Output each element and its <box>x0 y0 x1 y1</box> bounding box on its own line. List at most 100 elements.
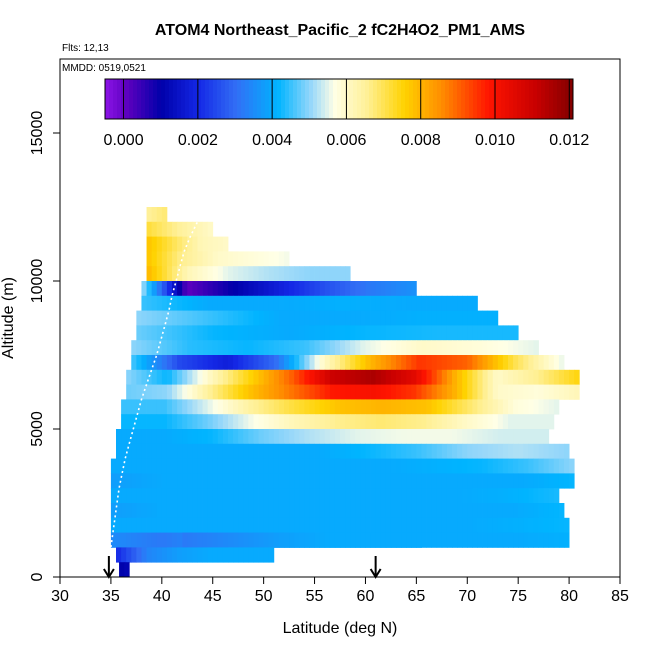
heatmap-cell-16-81 <box>528 443 534 459</box>
colorbar-swatch-85 <box>445 79 450 119</box>
heatmap-cell-12-40 <box>329 384 336 400</box>
heatmap-cell-15-0 <box>116 429 122 445</box>
heatmap-cell-18-69 <box>462 473 468 489</box>
heatmap-cell-17-5 <box>136 458 142 474</box>
heatmap-cell-19-59 <box>411 488 417 504</box>
heatmap-cell-9-65 <box>462 340 468 356</box>
heatmap-cell-16-38 <box>309 443 315 459</box>
heatmap-cell-18-89 <box>564 473 570 489</box>
heatmap-cell-12-6 <box>156 384 163 400</box>
heatmap-cell-7-48 <box>380 310 387 326</box>
heatmap-cell-21-62 <box>426 517 433 533</box>
heatmap-cell-6-56 <box>426 295 433 311</box>
heatmap-cell-19-23 <box>228 488 234 504</box>
heatmap-cell-17-43 <box>329 458 336 474</box>
heatmap-cell-17-13 <box>177 458 183 474</box>
heatmap-cell-18-79 <box>513 473 519 489</box>
heatmap-cell-12-45 <box>355 384 361 400</box>
heatmap-cell-11-29 <box>273 369 280 385</box>
heatmap-cell-24-12 <box>177 547 183 563</box>
heatmap-cell-11-80 <box>533 369 539 385</box>
heatmap-cell-22-79 <box>513 532 519 548</box>
heatmap-cell-12-82 <box>543 384 550 400</box>
heatmap-cell-10-68 <box>477 355 483 371</box>
heatmap-cell-5-35 <box>319 281 326 297</box>
heatmap-cell-7-42 <box>350 310 356 326</box>
heatmap-cell-17-29 <box>258 458 265 474</box>
heatmap-cell-13-44 <box>345 399 351 415</box>
heatmap-cell-19-58 <box>406 488 412 504</box>
heatmap-cell-14-76 <box>508 414 514 430</box>
heatmap-cell-17-60 <box>416 458 422 474</box>
heatmap-cell-20-73 <box>482 503 489 519</box>
heatmap-cell-18-20 <box>212 473 219 489</box>
heatmap-cell-13-22 <box>233 399 239 415</box>
heatmap-cell-12-25 <box>253 384 259 400</box>
heatmap-cell-15-34 <box>289 429 295 445</box>
heatmap-cell-20-29 <box>258 503 265 519</box>
heatmap-cell-18-75 <box>492 473 499 489</box>
heatmap-cell-6-14 <box>212 295 219 311</box>
heatmap-cell-16-12 <box>177 443 183 459</box>
heatmap-cell-11-82 <box>543 369 550 385</box>
heatmap-cell-11-51 <box>385 369 392 385</box>
heatmap-cell-20-28 <box>253 503 259 519</box>
heatmap-cell-9-72 <box>497 340 504 356</box>
heatmap-cell-6-0 <box>141 295 147 311</box>
heatmap-cell-24-16 <box>197 547 203 563</box>
heatmap-cell-22-85 <box>543 532 550 548</box>
heatmap-cell-17-38 <box>304 458 310 474</box>
heatmap-cell-1-8 <box>187 221 193 237</box>
heatmap-cell-15-47 <box>355 429 361 445</box>
heatmap-cell-21-26 <box>243 517 249 533</box>
colorbar-swatch-98 <box>497 79 502 119</box>
heatmap-cell-19-44 <box>334 488 341 504</box>
heatmap-cell-14-16 <box>202 414 209 430</box>
heatmap-cell-15-22 <box>228 429 234 445</box>
heatmap-cell-14-71 <box>482 414 489 430</box>
heatmap-cell-21-42 <box>324 517 331 533</box>
heatmap-cell-21-32 <box>273 517 280 533</box>
heatmap-cell-10-76 <box>518 355 524 371</box>
heatmap-cell-13-55 <box>401 399 407 415</box>
heatmap-cell-19-35 <box>289 488 295 504</box>
heatmap-cell-20-5 <box>136 503 142 519</box>
heatmap-cell-10-23 <box>248 355 254 371</box>
heatmap-cell-18-67 <box>452 473 458 489</box>
heatmap-cell-4-12 <box>207 266 214 282</box>
heatmap-cell-11-32 <box>289 369 295 385</box>
heatmap-cell-23-2 <box>192 532 198 548</box>
heatmap-cell-18-50 <box>365 473 371 489</box>
heatmap-cell-1-11 <box>202 221 209 237</box>
heatmap-cell-19-48 <box>355 488 361 504</box>
heatmap-cell-12-53 <box>396 384 402 400</box>
heatmap-cell-11-39 <box>324 369 331 385</box>
heatmap-cell-11-76 <box>513 369 519 385</box>
heatmap-cell-8-35 <box>314 325 321 341</box>
heatmap-cell-24-22 <box>228 547 234 563</box>
colorbar-swatch-19 <box>181 79 186 119</box>
heatmap-cell-11-86 <box>564 369 570 385</box>
heatmap-cell-16-19 <box>212 443 219 459</box>
heatmap-cell-6-65 <box>472 295 478 311</box>
heatmap-cell-19-14 <box>182 488 188 504</box>
heatmap-cell-6-27 <box>278 295 285 311</box>
heatmap-cell-16-20 <box>217 443 224 459</box>
heatmap-cell-18-13 <box>177 473 183 489</box>
heatmap-cell-13-1 <box>126 399 132 415</box>
heatmap-cell-6-24 <box>263 295 270 311</box>
heatmap-cell-9-40 <box>334 340 341 356</box>
heatmap-cell-13-21 <box>228 399 234 415</box>
heatmap-cell-9-50 <box>385 340 392 356</box>
heatmap-cell-22-62 <box>426 532 433 548</box>
heatmap-cell-11-42 <box>340 369 346 385</box>
heatmap-cell-5-28 <box>284 281 290 297</box>
heatmap-cell-17-53 <box>380 458 387 474</box>
heatmap-cell-21-20 <box>212 517 219 533</box>
heatmap-cell-20-13 <box>177 503 183 519</box>
heatmap-cell-16-17 <box>202 443 209 459</box>
heatmap-cell-17-37 <box>299 458 305 474</box>
heatmap-cell-5-49 <box>390 281 397 297</box>
heatmap-cell-8-6 <box>166 325 173 341</box>
heatmap-cell-22-2 <box>121 532 127 548</box>
